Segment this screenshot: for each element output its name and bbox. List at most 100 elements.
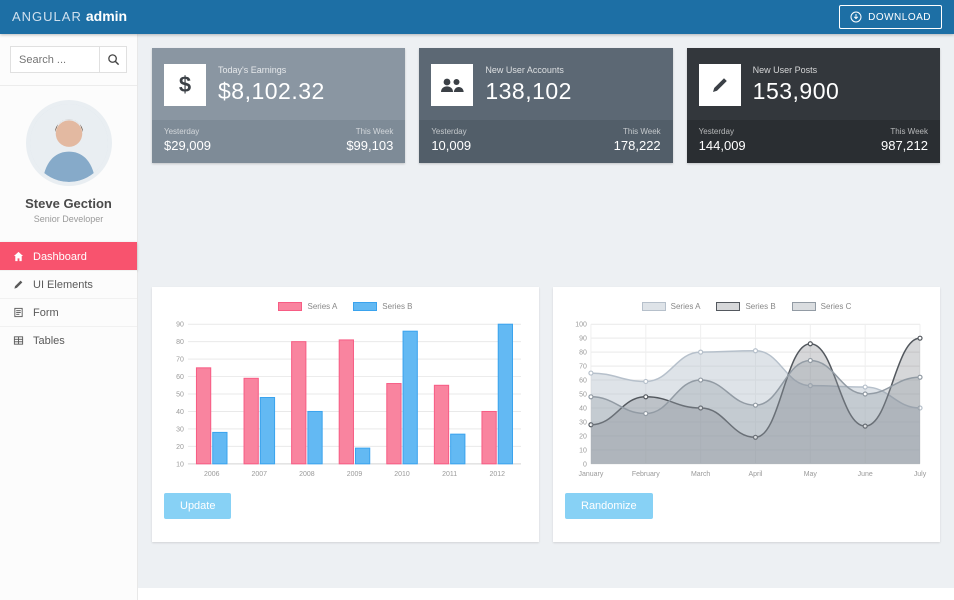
sidebar-item-dashboard[interactable]: Dashboard	[0, 242, 137, 270]
tables-icon	[12, 335, 25, 346]
svg-text:30: 30	[176, 426, 184, 433]
profile: Steve Gection Senior Developer	[0, 86, 137, 232]
legend-label: Series A	[307, 301, 338, 311]
legend-item: Series B	[716, 299, 776, 313]
svg-text:2009: 2009	[347, 471, 363, 478]
yesterday-label: Yesterday	[431, 127, 467, 136]
svg-text:2011: 2011	[442, 471, 457, 478]
week-value: $99,103	[346, 138, 394, 153]
dollar-glyph: $	[178, 72, 192, 97]
svg-text:80: 80	[176, 339, 184, 346]
sidebar-item-ui-elements[interactable]: UI Elements	[0, 270, 137, 298]
avatar	[25, 100, 112, 186]
svg-text:2006: 2006	[204, 471, 220, 478]
svg-text:20: 20	[176, 444, 184, 451]
stat-cards-row: $ Today's Earnings $8,102.32 Yesterday $…	[152, 48, 940, 163]
svg-text:100: 100	[575, 322, 587, 329]
pen-icon	[12, 279, 25, 290]
pencil-icon	[698, 64, 741, 106]
week-label: This Week	[355, 127, 394, 136]
card-value: 138,102	[485, 78, 572, 104]
yesterday-value: 144,009	[698, 138, 746, 153]
sidebar-item-label: UI Elements	[33, 278, 93, 291]
svg-text:July: July	[914, 471, 927, 478]
legend-swatch	[716, 301, 741, 311]
svg-text:50: 50	[579, 392, 587, 399]
sidebar-item-tables[interactable]: Tables	[0, 326, 137, 354]
svg-text:March: March	[691, 471, 710, 478]
randomize-button[interactable]: Randomize	[565, 493, 653, 519]
svg-text:80: 80	[579, 350, 587, 357]
svg-text:70: 70	[579, 364, 587, 371]
yesterday-value: 10,009	[431, 138, 472, 153]
app-logo: ANGULAR admin	[12, 8, 127, 26]
stat-card-2: New User Posts 153,900 Yesterday 144,009…	[686, 48, 940, 163]
download-icon	[850, 11, 862, 23]
svg-text:30: 30	[579, 419, 587, 426]
bar-chart: 10 20 30 40 50 60 70 80 90 2006 2007 2008 2009 2010 20…	[176, 322, 522, 478]
card-title: Today's Earnings	[218, 65, 287, 75]
svg-text:70: 70	[176, 357, 184, 364]
download-button[interactable]: DOWNLOAD	[839, 5, 942, 29]
yesterday-value: $29,009	[164, 138, 211, 153]
svg-text:May: May	[804, 471, 818, 478]
svg-text:January: January	[579, 471, 604, 478]
svg-text:90: 90	[176, 322, 184, 329]
legend-item: Series C	[791, 299, 852, 313]
svg-text:60: 60	[579, 378, 587, 385]
week-label: This Week	[890, 127, 928, 136]
legend-label: Series B	[745, 301, 776, 311]
svg-text:90: 90	[579, 336, 587, 343]
svg-text:2008: 2008	[299, 471, 315, 478]
legend-label: Series A	[670, 301, 701, 311]
svg-text:10: 10	[579, 447, 587, 454]
card-title: New User Accounts	[485, 65, 564, 75]
line-chart: 0 10 20 30 40 50 60 70 80 90 100 January February Mar…	[575, 322, 927, 478]
sidebar-item-form[interactable]: Form	[0, 298, 137, 326]
legend-label: Series C	[820, 301, 852, 311]
legend-item: Series B	[353, 299, 413, 313]
svg-text:40: 40	[176, 409, 184, 416]
stat-card-0: $ Today's Earnings $8,102.32 Yesterday $…	[152, 48, 406, 163]
svg-text:June: June	[858, 471, 873, 478]
search-input[interactable]	[11, 47, 99, 72]
topbar: ANGULAR admin DOWNLOAD	[0, 0, 954, 34]
users-icon	[431, 64, 474, 106]
sidebar-menu: Dashboard UI Elements Form Tables	[0, 242, 137, 354]
update-button[interactable]: Update	[164, 493, 232, 519]
dollar-icon: $	[164, 64, 206, 106]
legend-swatch	[641, 301, 666, 311]
legend-swatch	[278, 301, 303, 311]
download-label: DOWNLOAD	[868, 11, 931, 23]
yesterday-label: Yesterday	[698, 127, 734, 136]
logo-text-light: ANGULAR	[12, 9, 82, 24]
week-value: 178,222	[613, 138, 661, 153]
svg-text:50: 50	[176, 392, 184, 399]
profile-role: Senior Developer	[33, 214, 104, 224]
logo-text-bold: admin	[85, 8, 128, 24]
svg-text:2010: 2010	[394, 471, 410, 478]
bar-chart-legend: Series A Series B	[164, 299, 527, 313]
week-value: 987,212	[880, 138, 928, 153]
legend-swatch	[353, 301, 378, 311]
profile-name: Steve Gection	[25, 196, 112, 211]
svg-text:40: 40	[579, 405, 587, 412]
sidebar-item-label: Form	[33, 306, 59, 319]
search-button[interactable]	[99, 47, 126, 72]
stat-card-1: New User Accounts 138,102 Yesterday 10,0…	[419, 48, 673, 163]
card-value: 153,900	[752, 78, 840, 104]
legend-item: Series A	[641, 299, 701, 313]
form-icon	[12, 307, 25, 318]
yesterday-label: Yesterday	[164, 127, 200, 136]
svg-text:February: February	[632, 471, 660, 478]
search-area	[0, 34, 137, 86]
legend-swatch	[791, 301, 816, 311]
home-icon	[12, 251, 25, 262]
svg-text:2007: 2007	[252, 471, 268, 478]
svg-text:10: 10	[176, 461, 184, 468]
main-content: $ Today's Earnings $8,102.32 Yesterday $…	[138, 34, 954, 588]
bar-chart-panel: Series A Series B 10 20 30 40 50 60 70 80 90 2006 2…	[152, 287, 539, 542]
week-label: This Week	[623, 127, 661, 136]
svg-text:60: 60	[176, 374, 184, 381]
card-title: New User Posts	[752, 65, 818, 75]
